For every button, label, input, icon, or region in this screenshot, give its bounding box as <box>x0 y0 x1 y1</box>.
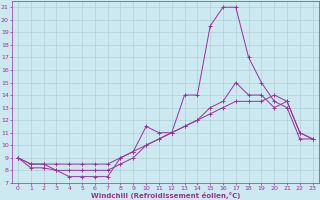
X-axis label: Windchill (Refroidissement éolien,°C): Windchill (Refroidissement éolien,°C) <box>91 192 240 199</box>
